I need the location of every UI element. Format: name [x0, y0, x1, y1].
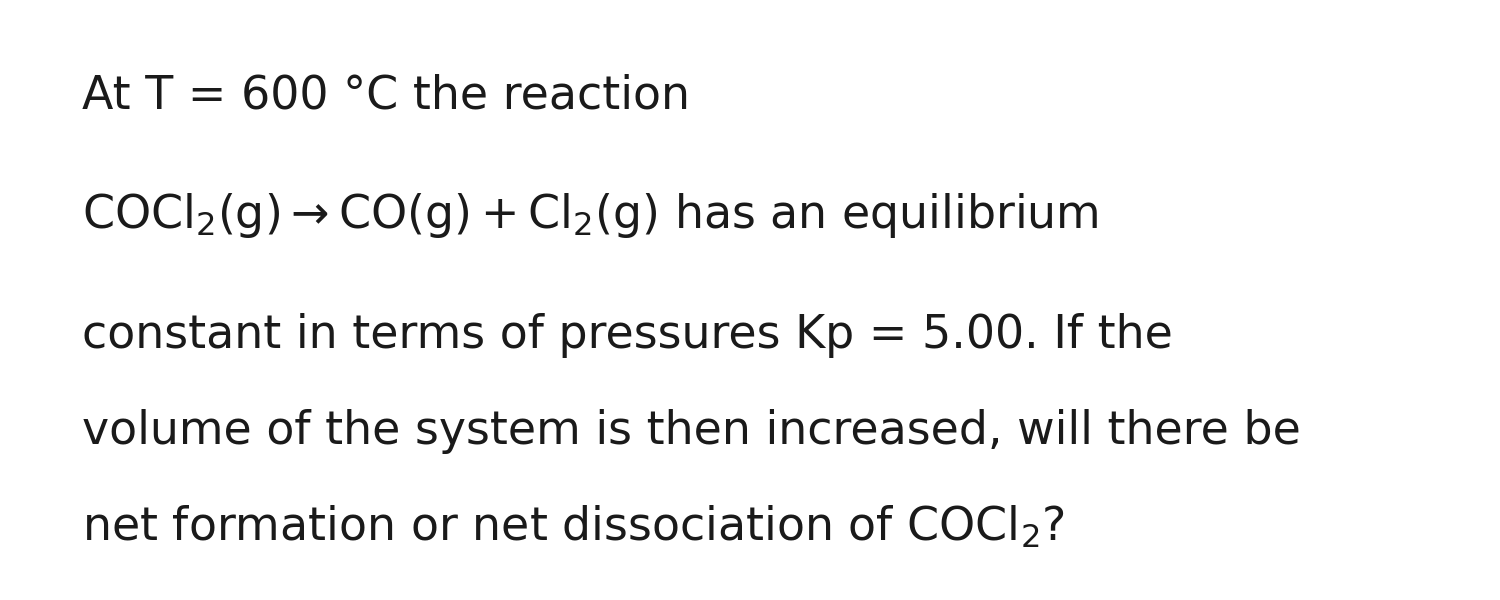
Text: $\mathregular{COCl_2(g) \rightarrow CO(g) + Cl_2(g)}$ has an equilibrium: $\mathregular{COCl_2(g) \rightarrow CO(g…: [82, 191, 1100, 240]
Text: constant in terms of pressures Kp = 5.00. If the: constant in terms of pressures Kp = 5.00…: [82, 313, 1173, 358]
Text: At T = 600 °C the reaction: At T = 600 °C the reaction: [82, 73, 690, 118]
Text: net formation or net dissociation of $\mathregular{COCl_2}$?: net formation or net dissociation of $\m…: [82, 503, 1065, 550]
Text: volume of the system is then increased, will there be: volume of the system is then increased, …: [82, 409, 1302, 454]
